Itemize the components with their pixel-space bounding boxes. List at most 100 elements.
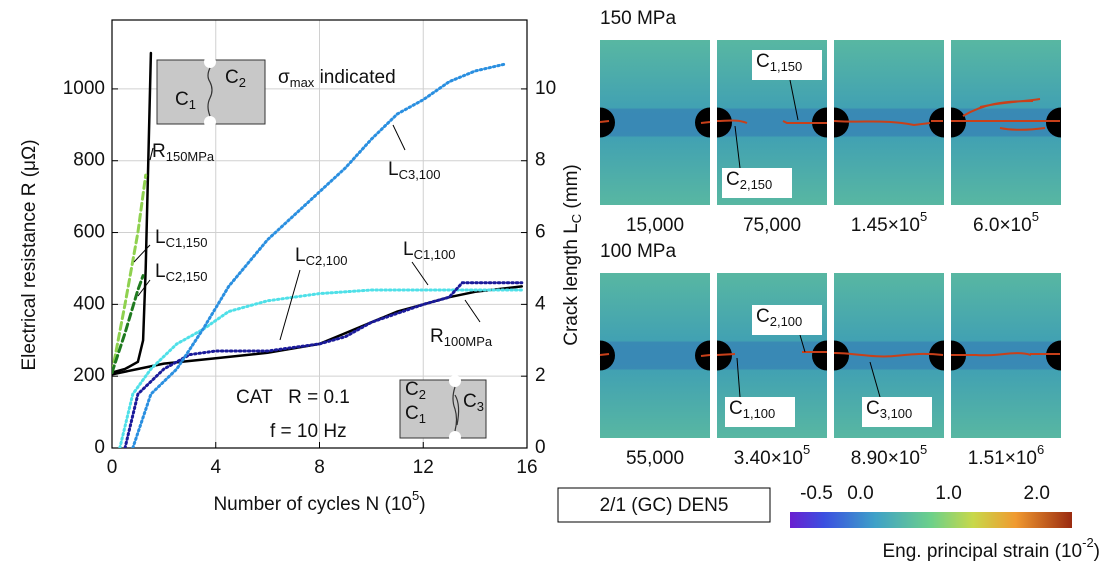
- inset-label: C1: [405, 403, 426, 426]
- colorbar-label-part: Eng. principal strain (10: [883, 541, 1083, 562]
- series-label-part: L: [403, 239, 414, 260]
- series-label: LC1,100: [403, 239, 456, 262]
- specimen-label: 2/1 (GC) DEN5: [600, 495, 729, 516]
- leader-line: [869, 361, 881, 398]
- series-label: R100MPa: [430, 326, 493, 349]
- crack-label: C1,150: [756, 51, 802, 74]
- panel-caption: 6.0×105: [973, 209, 1039, 236]
- crack: [599, 120, 711, 124]
- y-tick-label: 600: [73, 222, 105, 243]
- series-label-part: 150MPa: [166, 149, 215, 164]
- annotation-part: σ: [278, 67, 290, 88]
- panel-caption: 75,000: [743, 215, 801, 236]
- inset-label: C3: [463, 391, 484, 414]
- series-line: [112, 285, 524, 376]
- y2-axis-label: Crack length LC (mm): [561, 164, 584, 346]
- panel-caption-part: 1.51×10: [968, 448, 1037, 469]
- crack-label-part: 3,100: [880, 406, 913, 421]
- colorbar-tick-label: 1.0: [935, 483, 961, 504]
- crack-label-part: 1,100: [743, 406, 776, 421]
- x-tick-label: 12: [413, 457, 434, 478]
- leader-line: [799, 334, 806, 353]
- notch: [834, 107, 850, 138]
- inset-label: C1: [175, 89, 196, 112]
- colorbar-tick-label: -0.5: [800, 483, 833, 504]
- inset-label-part: 1: [189, 97, 196, 112]
- series-label: R150MPa: [152, 141, 215, 164]
- crack-label: C2,150: [726, 169, 772, 192]
- colorbar-tick-label: 0.0: [847, 483, 873, 504]
- annotation-part: indicated: [314, 67, 395, 88]
- y2-tick-label: 8: [535, 150, 546, 171]
- strain-map: [600, 273, 710, 438]
- series-label-part: L: [388, 159, 399, 180]
- inset-top: [156, 59, 266, 125]
- strain-band: [600, 108, 710, 137]
- panel-caption-part: 5: [920, 209, 927, 224]
- crack-label-part: C: [726, 169, 740, 190]
- plot-area: [112, 51, 524, 448]
- notch: [717, 107, 733, 138]
- leader-line: [789, 79, 799, 121]
- notch: [951, 107, 966, 138]
- panel-title: 100 MPa: [600, 241, 676, 262]
- series-label: LC2,100: [295, 245, 348, 268]
- panel-caption-part: 55,000: [626, 448, 684, 469]
- leader-line: [133, 244, 151, 263]
- annotation-part: max: [290, 75, 315, 90]
- notch: [929, 340, 944, 371]
- crack-label-part: C: [756, 306, 770, 327]
- panel-caption-part: 6.0×10: [973, 215, 1032, 236]
- colorbar-label-part: ): [1094, 541, 1100, 562]
- leader-line: [137, 279, 151, 297]
- x-tick-label: 0: [107, 457, 118, 478]
- crack: [716, 351, 827, 356]
- notch: [812, 340, 827, 371]
- panel-caption-part: 5: [1032, 209, 1039, 224]
- x-tick-label: 16: [516, 457, 537, 478]
- series-label-part: R: [430, 326, 444, 347]
- notch: [600, 107, 616, 138]
- series-label: LC1,150: [155, 227, 208, 250]
- leader-line: [279, 269, 301, 341]
- crack: [833, 352, 944, 358]
- series-label: LC3,100: [388, 159, 441, 182]
- strain-map: [951, 40, 1061, 205]
- y-tick-label: 1000: [63, 78, 105, 99]
- label-box: [862, 397, 932, 427]
- notch: [449, 375, 461, 387]
- x-axis-label-part: ): [419, 494, 425, 515]
- crack-label-part: C: [756, 51, 770, 72]
- panel-caption-part: 5: [803, 442, 810, 457]
- y2-tick-label: 10: [535, 78, 556, 99]
- crack-label-part: 1,150: [770, 59, 803, 74]
- label-box: [752, 50, 822, 80]
- notch: [1046, 107, 1061, 138]
- strain-map: [600, 40, 710, 205]
- y-tick-label: 0: [94, 437, 105, 458]
- notch: [1046, 340, 1061, 371]
- series-line: [112, 51, 153, 374]
- inset-label-part: 3: [477, 399, 484, 414]
- panel-caption-part: 75,000: [743, 215, 801, 236]
- y2-axis-label-part: C: [569, 214, 584, 223]
- annotation: σmax indicated: [278, 67, 396, 90]
- y2-axis-label-part: (mm): [561, 164, 582, 214]
- series-label-part: C1,150: [166, 235, 208, 250]
- inset-label: C2: [225, 67, 246, 90]
- inset-label-part: C: [225, 67, 239, 88]
- series-label-part: C2,150: [166, 269, 208, 284]
- annotation: CAT R = 0.1: [236, 387, 350, 408]
- inset-label-part: C: [405, 379, 419, 400]
- x-tick-label: 8: [314, 457, 325, 478]
- leader-line: [734, 125, 741, 169]
- y2-tick-label: 4: [535, 293, 546, 314]
- plot-frame: [111, 19, 528, 449]
- leader-line: [464, 299, 481, 323]
- crack-label: C1,100: [729, 398, 775, 421]
- inset-label-part: C: [463, 391, 477, 412]
- colorbar: [790, 512, 1072, 528]
- inset-label-part: C: [405, 403, 419, 424]
